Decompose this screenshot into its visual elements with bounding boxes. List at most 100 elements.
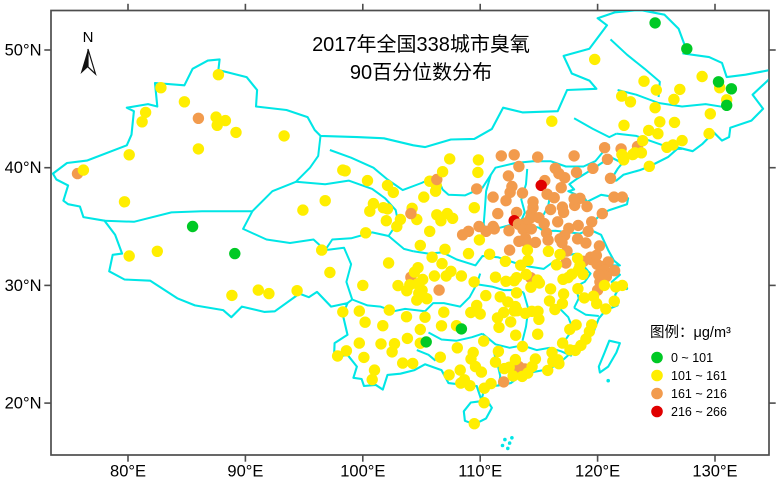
city-dot [468, 202, 480, 214]
city-dot [667, 139, 679, 151]
city-dot [386, 346, 398, 358]
islet-dot [510, 436, 514, 440]
city-dot [230, 126, 242, 139]
city-dot [681, 43, 693, 55]
city-dot [444, 153, 456, 165]
islet-dot [503, 437, 507, 442]
legend-swatch-green [651, 351, 663, 364]
city-dot [509, 353, 522, 366]
city-dot [578, 292, 590, 304]
city-dot [364, 205, 376, 217]
y-tick-label: 50°N [5, 42, 42, 60]
city-dot [643, 124, 655, 137]
city-dot [456, 229, 469, 241]
city-dot [704, 108, 716, 120]
province-boundary-line [387, 235, 414, 253]
city-dot [542, 234, 554, 246]
city-dot [712, 76, 725, 88]
city-dot [513, 235, 525, 247]
city-dot [454, 364, 466, 376]
city-dot [436, 166, 449, 178]
city-dot [366, 373, 378, 386]
legend-item: 101 ~ 161 [651, 369, 727, 383]
city-dot [629, 147, 641, 159]
city-dot [358, 351, 370, 364]
city-dot [668, 116, 681, 129]
city-dot [529, 236, 542, 249]
city-dot [178, 96, 191, 108]
city-dot [580, 333, 592, 345]
city-dot [151, 245, 163, 257]
city-dot [580, 237, 592, 249]
city-dot [359, 316, 371, 328]
city-dot [488, 223, 500, 235]
city-dot [544, 283, 557, 295]
city-dot [548, 192, 560, 204]
city-dot [360, 227, 372, 239]
city-dot [464, 380, 476, 392]
city-dot [381, 203, 394, 215]
province-boundary-line [617, 89, 729, 109]
city-dot [721, 99, 733, 112]
city-dot [502, 170, 515, 182]
north-arrow-left-half [80, 49, 88, 74]
city-dot [557, 206, 570, 219]
city-dot [316, 244, 328, 256]
islet-dot [506, 446, 510, 451]
city-dot [570, 319, 582, 331]
city-dot [560, 257, 572, 269]
city-dot [571, 252, 584, 264]
city-dot [480, 289, 492, 302]
city-dot [436, 257, 448, 270]
city-dot [500, 195, 512, 207]
city-dot [586, 216, 598, 228]
city-dot [368, 364, 381, 376]
city-dot [550, 259, 563, 271]
city-dot [472, 166, 484, 179]
x-tick-label: 130°E [692, 463, 737, 481]
city-dot [498, 306, 510, 319]
city-dot [139, 106, 152, 119]
city-dot [451, 342, 463, 354]
city-dot [542, 364, 554, 377]
legend-label: 216 ~ 266 [671, 405, 727, 419]
city-dot [408, 266, 421, 278]
legend-label: 101 ~ 161 [671, 369, 727, 383]
city-dot [340, 345, 353, 357]
city-dot [554, 248, 566, 261]
city-dot [472, 154, 485, 166]
city-dot [676, 134, 688, 147]
city-dot [441, 207, 453, 220]
city-dot [674, 83, 686, 96]
city-dot [600, 303, 612, 315]
city-dot [510, 272, 523, 284]
province-boundary-line [416, 349, 437, 362]
city-dot [123, 250, 135, 262]
city-dot [495, 150, 507, 162]
city-dot [616, 90, 628, 102]
city-dot [219, 114, 232, 127]
city-dot [357, 279, 369, 292]
city-dot [391, 220, 403, 233]
x-tick-label: 120°E [575, 463, 620, 481]
city-dot [473, 234, 486, 246]
x-tick-label: 90°E [227, 463, 263, 481]
city-dot [643, 160, 655, 172]
city-dot [263, 287, 275, 300]
city-dot [192, 112, 205, 125]
city-dot [544, 203, 557, 216]
city-dot [508, 149, 520, 161]
city-dot [556, 337, 569, 349]
city-dot [498, 362, 510, 375]
province-boundary-line [351, 273, 482, 313]
north-arrow-right-half [87, 48, 97, 76]
city-dot [418, 191, 430, 203]
city-dot [186, 220, 199, 233]
city-dot [510, 329, 522, 341]
city-dot [533, 277, 546, 289]
city-dot [552, 216, 564, 228]
city-dot [404, 279, 416, 291]
north-arrow: N [80, 29, 97, 76]
city-dot [608, 191, 620, 203]
x-tick-label: 100°E [340, 463, 385, 481]
